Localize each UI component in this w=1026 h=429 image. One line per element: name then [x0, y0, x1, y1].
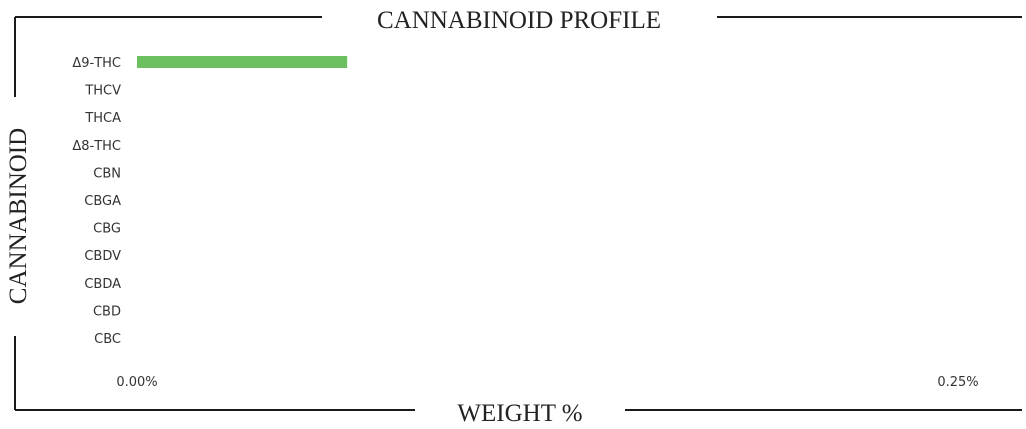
- y-tick-label: CBGA: [84, 194, 121, 209]
- y-tick-label: THCA: [84, 111, 121, 126]
- x-tick-label: 0.00%: [116, 375, 157, 390]
- x-tick-label: 0.25%: [937, 375, 978, 390]
- x-tick-labels: 0.00% 0.25%: [116, 375, 978, 390]
- bars: [137, 56, 348, 68]
- y-tick-label: CBDV: [84, 249, 121, 264]
- y-tick-label: Δ9-THC: [72, 56, 121, 71]
- chart-frame: [14, 16, 1022, 411]
- y-axis-label: CANNABINOID: [5, 128, 32, 304]
- y-tick-label: THCV: [84, 84, 121, 99]
- y-tick-label: CBN: [93, 166, 121, 181]
- chart-title: CANNABINOID PROFILE: [377, 7, 661, 34]
- y-tick-label: CBD: [93, 304, 121, 319]
- y-tick-label: CBG: [93, 222, 121, 237]
- y-tick-label: CBC: [94, 332, 121, 347]
- x-axis-label: WEIGHT %: [457, 400, 582, 427]
- y-tick-label: Δ8-THC: [72, 139, 121, 154]
- bar: [137, 56, 348, 68]
- y-tick-labels: Δ9-THC THCV THCA Δ8-THC CBN CBGA CBG CBDV CBDA CB…: [72, 56, 121, 347]
- y-tick-label: CBDA: [84, 277, 121, 292]
